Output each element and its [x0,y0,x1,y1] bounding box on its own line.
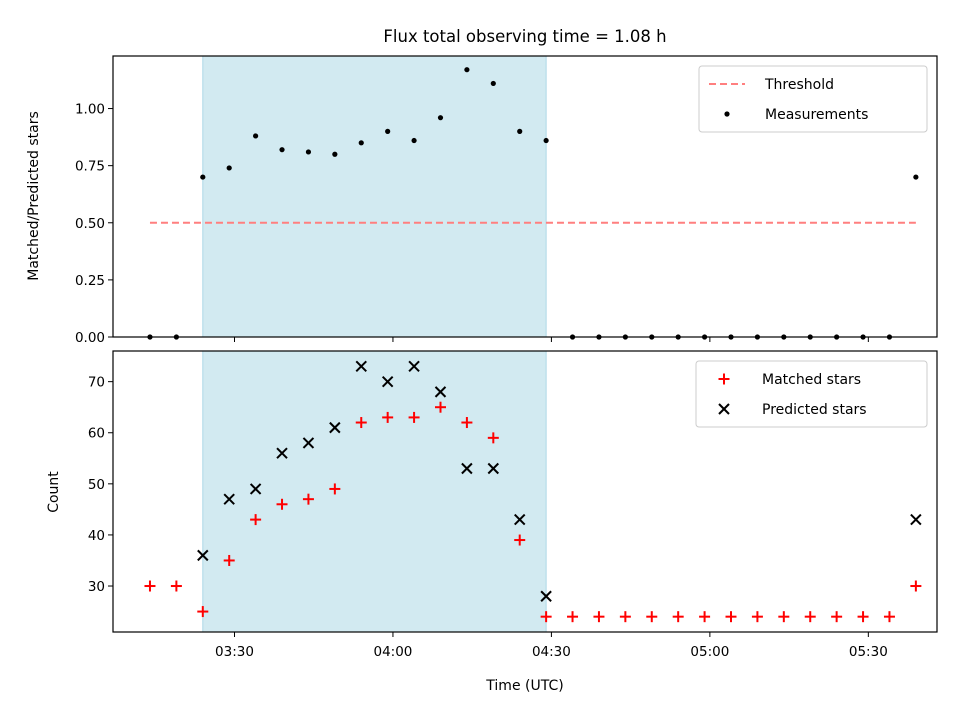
top-measurement-point [332,151,338,157]
bottom-predicted-marker [487,462,500,475]
bottom-matched-marker [831,611,843,623]
top-measurement-point [517,128,523,134]
bottom-predicted-marker [302,437,315,449]
bottom-y-tick-label: 50 [88,477,105,493]
bottom-predicted-marker [329,421,341,434]
top-measurement-point [411,137,417,144]
legend-measurement-handle [724,111,730,117]
bottom-matched-marker [910,580,922,592]
bottom-predicted-marker [408,360,420,373]
top-measurement-point [279,147,285,153]
bottom-predicted-marker [434,386,447,398]
bottom-matched-marker [223,554,235,566]
bottom-matched-marker [461,417,473,429]
bottom-matched-marker [487,432,499,444]
bottom-predicted-marker [355,360,367,373]
bottom-matched-marker [197,606,209,618]
top-measurement-point [464,67,470,73]
bottom-matched-marker [144,580,156,592]
top-measurement-point [385,128,391,134]
chart-title: Flux total observing time = 1.08 h [383,27,666,46]
bottom-matched-marker [751,611,763,623]
bottom-x-tick-label: 05:00 [690,644,729,660]
top-axes-frame [112,55,938,338]
bottom-matched-marker [857,611,869,623]
bottom-legend-label: Matched stars [762,372,861,388]
top-measurement-point [543,137,549,144]
top-measurement-point [490,80,496,87]
bottom-matched-marker [778,611,790,623]
top-y-tick-label: 0.75 [75,159,105,175]
bottom-predicted-marker [514,513,526,526]
top-y-tick-label: 0.25 [75,273,105,289]
legend-matched-handle [718,373,730,385]
bottom-matched-marker [382,411,394,423]
top-y-tick-label: 0.00 [75,330,105,346]
bottom-x-tick-label: 04:30 [532,644,571,660]
top-legend-box [698,65,928,133]
bottom-matched-marker [514,534,526,546]
top-y-tick-label: 1.00 [75,102,105,118]
bottom-legend-box [695,360,928,428]
top-y-tick-label: 0.50 [75,216,105,232]
x-axis-label: Time (UTC) [485,678,563,694]
bottom-predicted-marker [276,447,288,459]
bottom-predicted-marker [381,375,394,388]
top-measurement-point [913,174,919,180]
bottom-predicted-marker [197,549,209,562]
bottom-matched-marker [250,514,262,526]
bottom-matched-marker [699,611,711,623]
bottom-plot: 30 40 50 60 70 03:30 04:00 04:30 05:00 05:30 Match… [88,350,938,660]
top-measurement-point [437,115,444,121]
bottom-matched-marker [619,611,631,623]
bottom-predicted-marker [910,513,922,526]
bottom-matched-marker [567,611,579,623]
top-legend-label: Threshold [764,77,834,93]
bottom-y-tick-label: 40 [88,528,105,544]
legend-predicted-handle [718,403,730,415]
bottom-y-tick-label: 60 [88,426,105,442]
top-legend-label: Measurements [765,107,868,123]
bottom-predicted-marker [223,493,235,505]
bottom-matched-marker [593,611,605,623]
bottom-y-tick-label: 30 [88,579,105,595]
bottom-predicted-marker [249,483,262,495]
bottom-y-tick-label: 70 [88,375,105,391]
bottom-predicted-marker [461,462,473,475]
bottom-legend-label: Predicted stars [762,402,867,418]
bottom-matched-marker [408,411,420,423]
bottom-matched-marker [804,611,816,623]
top-plot: 0.00 0.25 0.50 0.75 1.00 Threshold Measurement… [75,55,938,346]
top-measurement-point [226,165,232,171]
top-y-axis-label: Matched/Predicted stars [26,111,42,281]
bottom-y-axis-label: Count [46,471,62,513]
bottom-matched-marker [646,611,658,623]
bottom-matched-marker [355,417,367,429]
bottom-x-tick-label: 05:30 [849,644,888,660]
top-measurement-point [305,149,312,155]
bottom-predicted-marker [540,590,552,602]
bottom-matched-marker [883,611,895,623]
bottom-matched-marker [170,580,182,592]
top-measurement-point [253,133,259,139]
bottom-axes-frame [112,350,938,633]
top-measurement-point [200,174,206,180]
top-measurement-point [358,140,364,146]
bottom-matched-marker [672,611,684,623]
bottom-matched-marker [725,611,737,623]
bottom-matched-marker [540,611,552,623]
bottom-matched-marker [276,498,288,510]
bottom-x-tick-label: 03:30 [215,644,254,660]
bottom-matched-marker [302,493,314,505]
bottom-matched-marker [434,401,446,413]
bottom-x-tick-label: 04:00 [373,644,412,660]
top-highlight-span [202,55,547,338]
bottom-matched-marker [329,483,341,495]
